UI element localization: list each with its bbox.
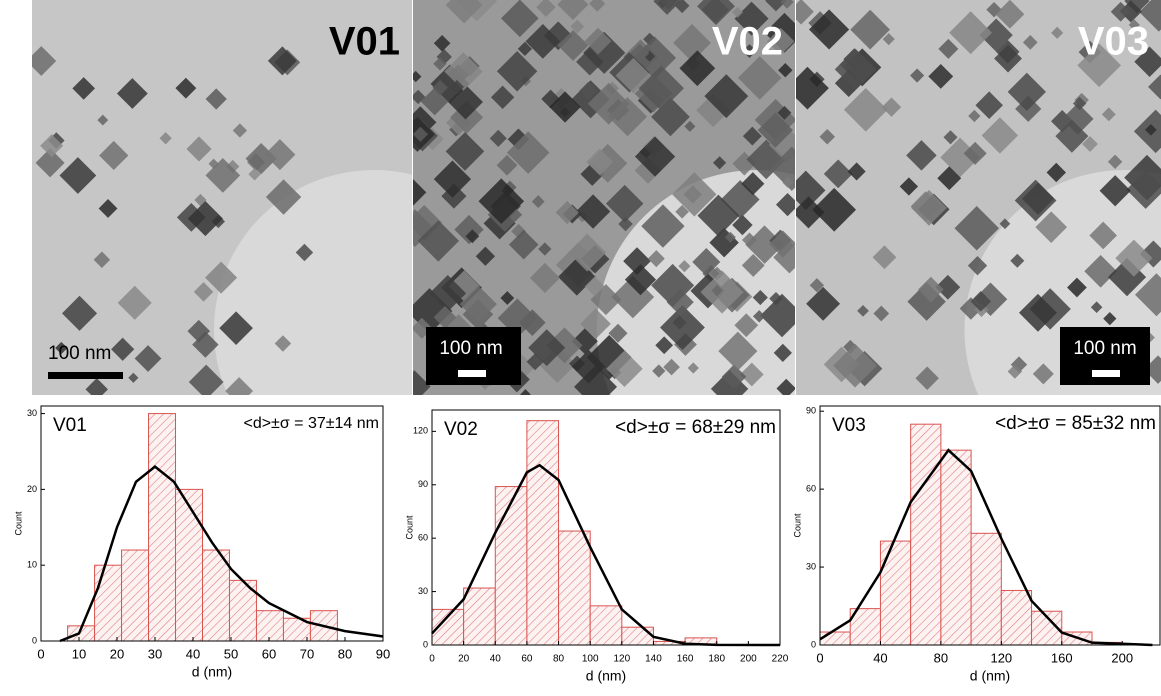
bar (149, 414, 176, 641)
image-label: V02 (712, 20, 783, 64)
panel-label: V01 (53, 415, 87, 436)
x-tick-label: 90 (376, 646, 390, 661)
bar (464, 588, 496, 645)
histogram: 0 40 80 120 160 200 0 30 60 90 d (nm) Count V03 <d>±σ… (792, 406, 1160, 684)
y-tick-label: 60 (418, 533, 428, 543)
x-tick-label: 60 (262, 646, 276, 661)
y-tick-label: 60 (806, 484, 816, 494)
y-tick-label: 120 (413, 426, 428, 436)
bar (590, 606, 622, 645)
scale-bar (458, 370, 486, 377)
x-tick-label: 40 (490, 654, 502, 665)
y-tick-label: 0 (811, 639, 816, 649)
x-tick-label: 200 (740, 654, 757, 665)
annotation: <d>±σ = 37±14 nm (243, 415, 379, 432)
scale-bar (1092, 370, 1120, 377)
x-tick-label: 0 (816, 650, 823, 665)
bar (880, 541, 910, 645)
bar (122, 550, 149, 641)
bar (203, 550, 230, 641)
y-tick-label: 90 (806, 406, 816, 416)
bar (622, 627, 654, 645)
y-axis-label: Count (404, 515, 414, 540)
y-axis-label: Count (13, 511, 23, 536)
bar (256, 611, 283, 641)
x-tick-label: 120 (990, 650, 1012, 665)
x-tick-label: 20 (458, 654, 470, 665)
x-tick-label: 40 (186, 646, 200, 661)
y-tick-label: 30 (806, 561, 816, 571)
y-tick-label: 20 (27, 484, 37, 494)
histogram: 0 10 20 30 40 50 60 70 80 90 0 10 20 30 d (nm) Count V01… (13, 406, 390, 680)
scale-bar-label: 100 nm (48, 343, 111, 364)
y-tick-label: 30 (418, 586, 428, 596)
annotation: <d>±σ = 85±32 nm (995, 413, 1156, 434)
x-tick-label: 200 (1111, 650, 1133, 665)
x-tick-label: 120 (613, 654, 630, 665)
y-tick-label: 90 (418, 479, 428, 489)
image-label: V01 (329, 20, 400, 64)
x-axis-label: d (nm) (970, 668, 1010, 684)
y-tick-label: 10 (27, 560, 37, 570)
bar (911, 424, 941, 645)
histogram: 0 20 40 60 80 100 120 140 160 180 200 220 0 30 60 90 120… (404, 410, 788, 684)
bar (495, 487, 527, 645)
x-tick-label: 160 (677, 654, 694, 665)
x-tick-label: 80 (338, 646, 352, 661)
x-tick-label: 80 (934, 650, 948, 665)
x-tick-label: 80 (553, 654, 565, 665)
y-tick-label: 30 (27, 408, 37, 418)
x-axis-label: d (nm) (586, 668, 626, 684)
bar (527, 421, 559, 645)
x-tick-label: 30 (148, 646, 162, 661)
panel-label: V03 (832, 415, 866, 436)
x-tick-label: 50 (224, 646, 238, 661)
x-tick-label: 40 (873, 650, 887, 665)
y-tick-label: 0 (423, 639, 428, 649)
bar (971, 533, 1001, 645)
bar (559, 531, 591, 645)
bar (95, 565, 122, 641)
annotation: <d>±σ = 68±29 nm (615, 417, 776, 438)
x-tick-label: 220 (772, 654, 789, 665)
bar (176, 489, 203, 641)
x-tick-label: 180 (708, 654, 725, 665)
scale-bar (48, 372, 123, 379)
x-tick-label: 10 (72, 646, 86, 661)
x-tick-label: 60 (521, 654, 533, 665)
x-tick-label: 140 (645, 654, 662, 665)
x-tick-label: 100 (582, 654, 599, 665)
x-tick-label: 20 (110, 646, 124, 661)
x-tick-label: 0 (429, 654, 435, 665)
bar (1001, 590, 1031, 645)
y-axis-label: Count (792, 513, 802, 538)
panel-label: V02 (444, 419, 478, 440)
scale-bar-label: 100 nm (439, 338, 502, 359)
image-label: V03 (1078, 20, 1149, 64)
x-axis-label: d (nm) (192, 664, 232, 680)
y-tick-label: 0 (32, 635, 37, 645)
bar (820, 632, 850, 645)
x-tick-label: 160 (1051, 650, 1073, 665)
x-tick-label: 70 (300, 646, 314, 661)
bar (941, 450, 971, 645)
x-tick-label: 0 (37, 646, 44, 661)
scale-bar-label: 100 nm (1073, 338, 1136, 359)
